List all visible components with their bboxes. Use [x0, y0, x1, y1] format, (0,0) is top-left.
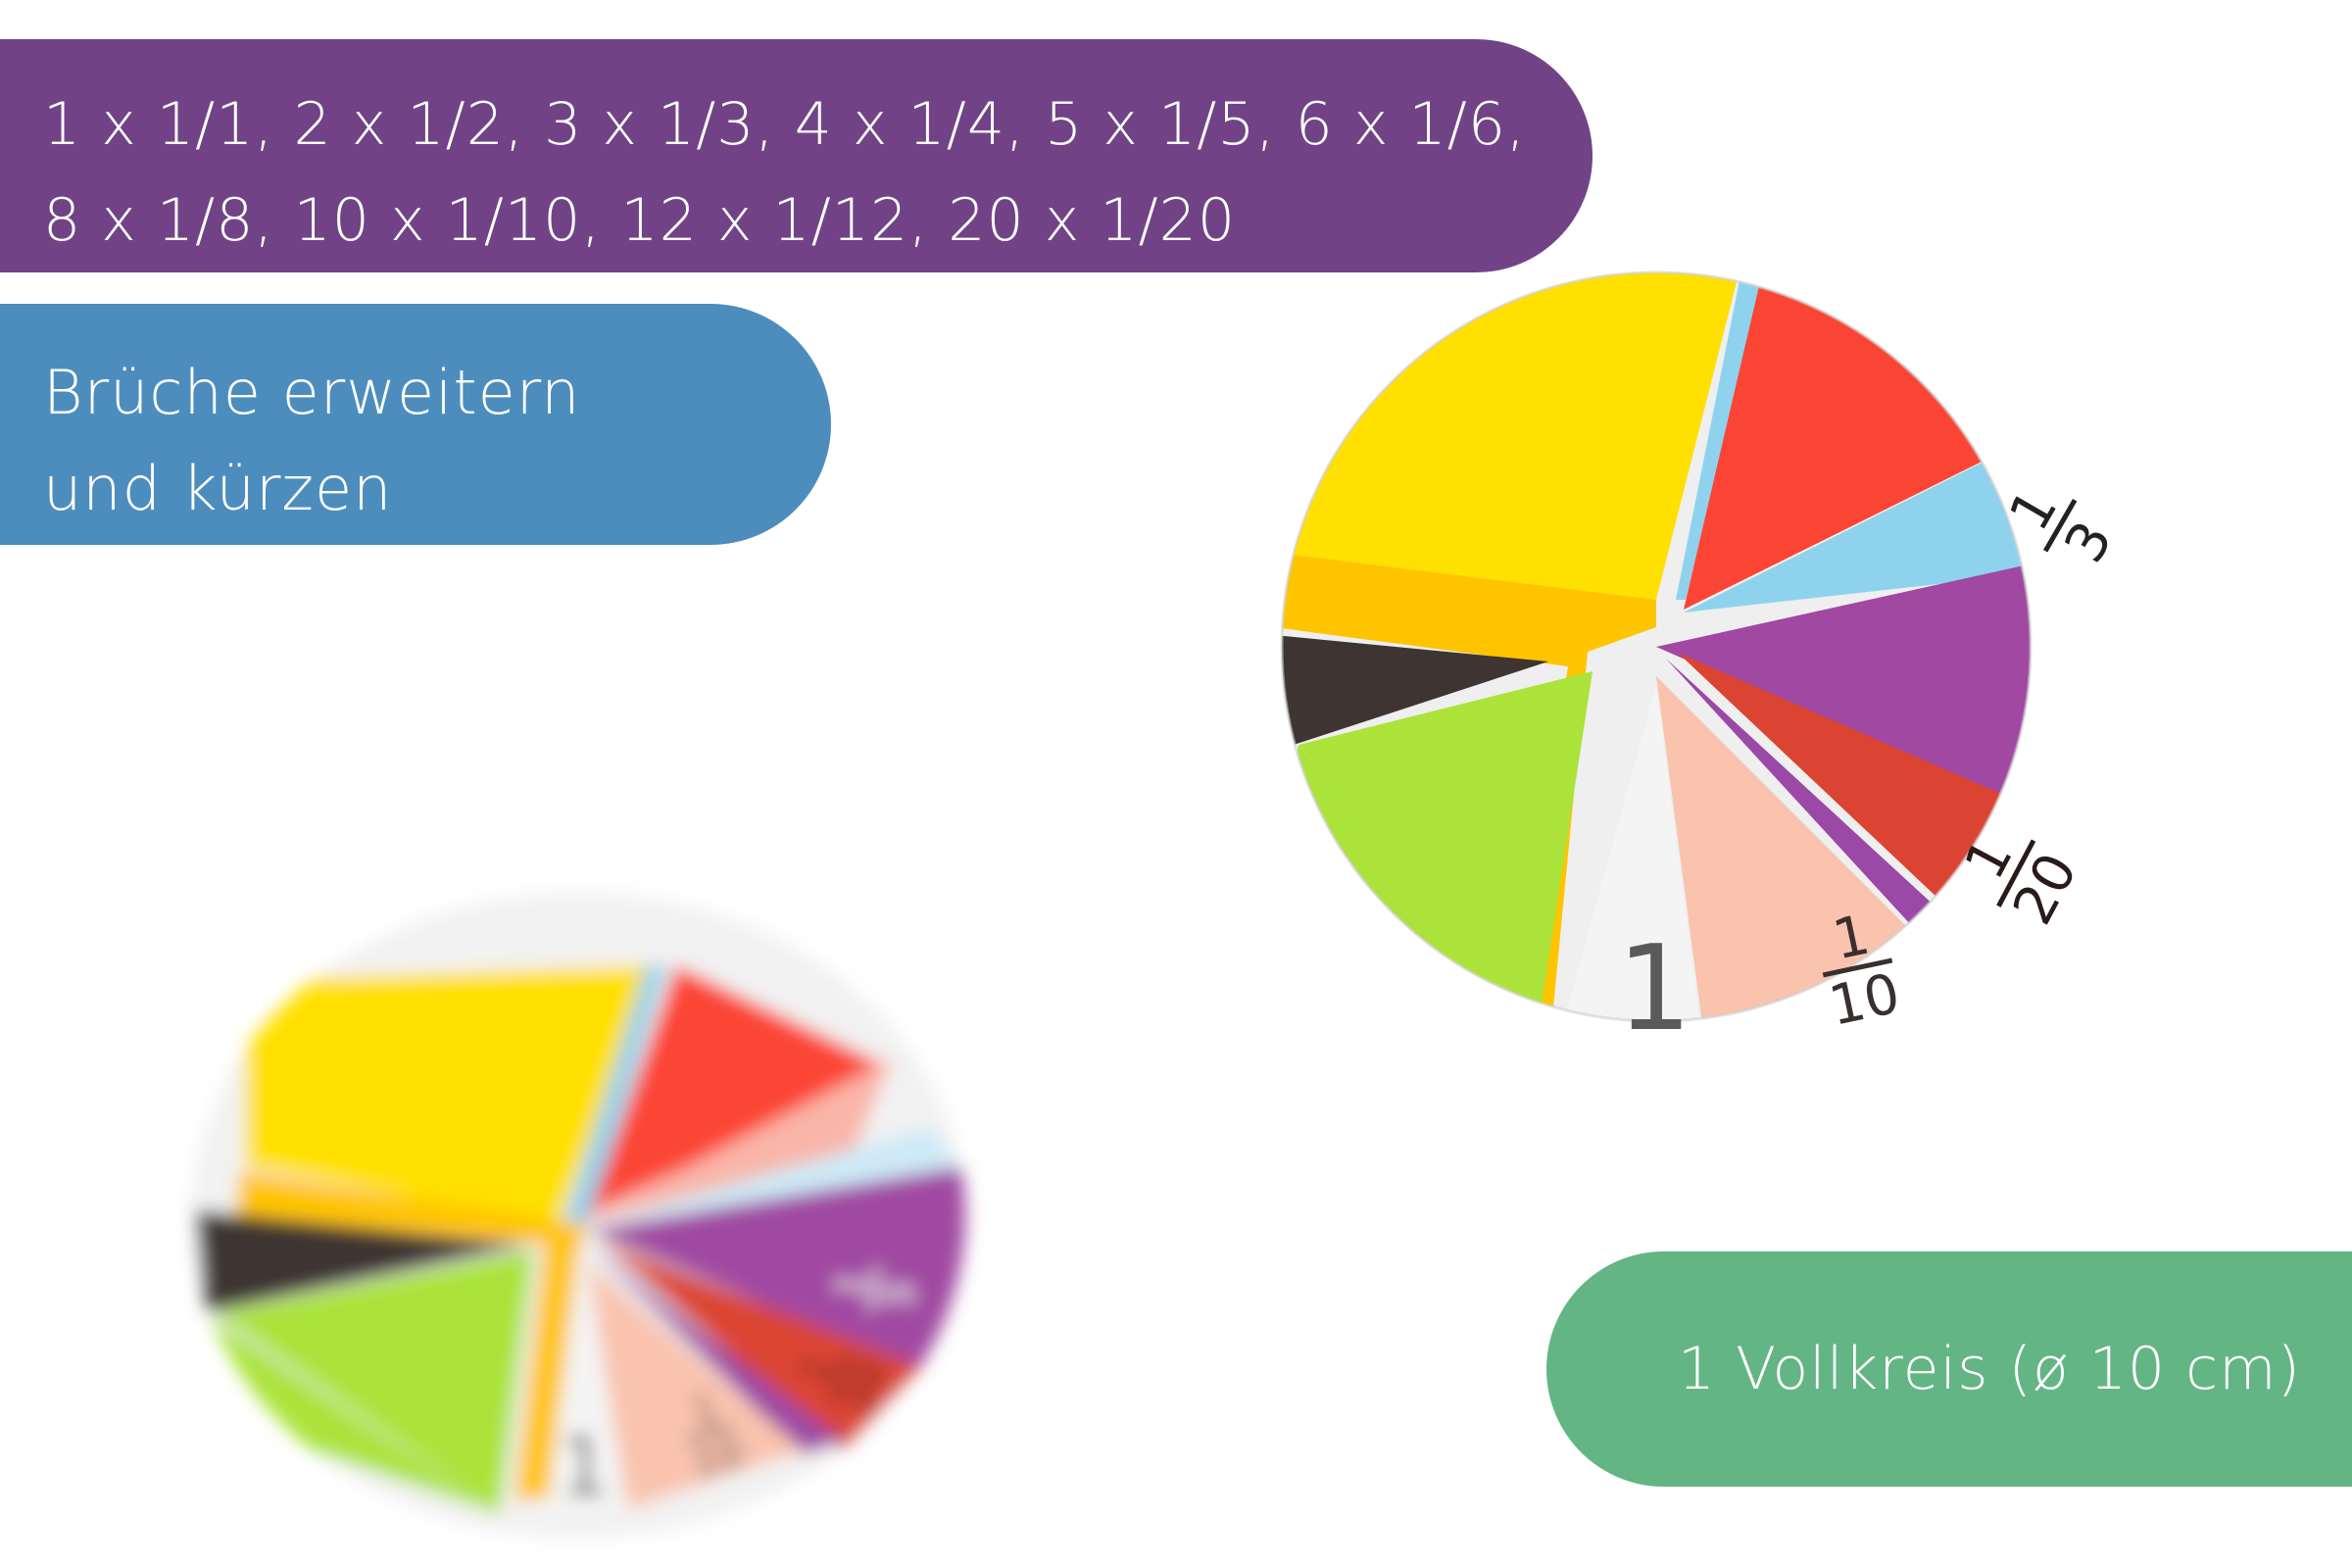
- set-contents-line-1: 1 x 1/1, 2 x 1/2, 3 x 1/3, 4 x 1/4, 5 x …: [43, 90, 1527, 159]
- blurred-label-one: 1: [559, 1421, 610, 1514]
- piece-white: [1548, 686, 1707, 1021]
- piece-light-blue: [1684, 410, 2031, 612]
- size-banner-text: 1 Vollkreis (ø 10 cm): [1677, 1335, 2301, 1403]
- set-contents-banner: 1 x 1/1, 2 x 1/2, 3 x 1/3, 4 x 1/4, 5 x …: [0, 39, 1592, 272]
- piece-purple: [1656, 534, 2031, 853]
- topic-line-1: Brüche erweitern: [43, 357, 581, 428]
- size-banner: 1 Vollkreis (ø 10 cm): [1546, 1251, 2352, 1487]
- piece-green: [1298, 671, 1592, 1021]
- piece-brown: [1282, 635, 1548, 745]
- topic-line-2: und kürzen: [43, 453, 393, 524]
- piece-orange: [1282, 554, 1656, 1021]
- topic-banner: Brüche erweitern und kürzen: [0, 304, 831, 545]
- label-tenth-den: 10: [1824, 962, 1905, 1039]
- set-contents-line-2: 8 x 1/8, 10 x 1/10, 12 x 1/12, 20 x 1/20: [43, 186, 1237, 255]
- label-one: 1: [1617, 921, 1691, 1057]
- piece-red: [1684, 272, 2031, 610]
